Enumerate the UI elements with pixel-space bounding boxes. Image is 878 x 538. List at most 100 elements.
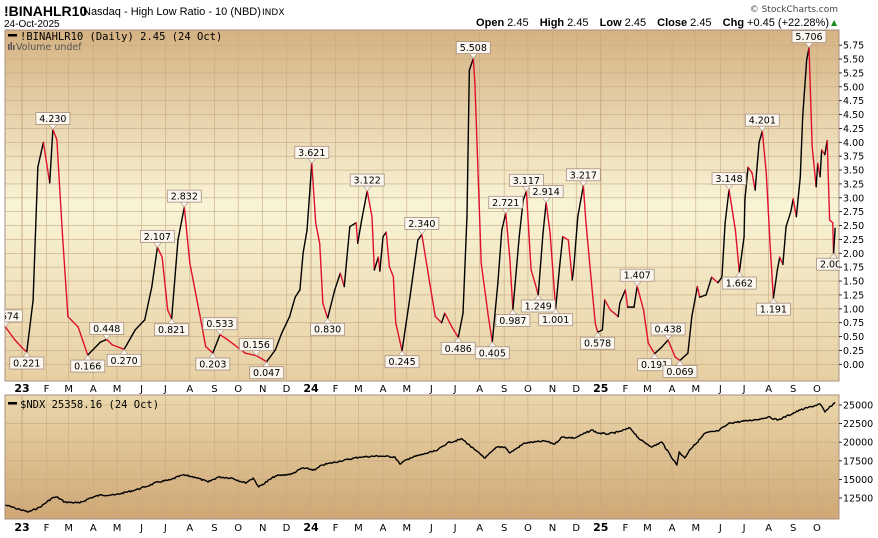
x-tick-label: 23 bbox=[14, 382, 29, 395]
indicator-panel[interactable] bbox=[4, 29, 840, 382]
y-tick-label: 25000 bbox=[843, 401, 873, 412]
rising-segment bbox=[596, 329, 604, 333]
annotation-text: 2.107 bbox=[144, 232, 171, 243]
value-annotation: 2.340 bbox=[404, 217, 440, 235]
x-tick-label: J bbox=[139, 523, 143, 534]
close-value: 2.45 bbox=[690, 17, 711, 29]
x-tick-label: 24 bbox=[303, 382, 319, 395]
rising-segment bbox=[265, 349, 277, 363]
y-tick-label: 4.75 bbox=[843, 96, 864, 107]
x-tick-label: A bbox=[90, 523, 97, 534]
high-label: High bbox=[540, 17, 565, 29]
value-annotation: 2.721 bbox=[488, 195, 524, 214]
rising-segment bbox=[409, 239, 419, 298]
rising-segment bbox=[721, 222, 726, 278]
exchange-label: INDX bbox=[262, 8, 284, 18]
annotation-text: 2.832 bbox=[171, 192, 198, 203]
rising-segment bbox=[691, 285, 699, 318]
falling-segment bbox=[509, 256, 514, 311]
falling-segment bbox=[42, 141, 51, 184]
annotation-box bbox=[384, 355, 420, 369]
value-annotation: 2.001 bbox=[816, 252, 847, 271]
x-tick-label: S bbox=[790, 384, 796, 395]
rising-segment bbox=[466, 69, 471, 218]
annotation-text: 3.117 bbox=[513, 176, 540, 187]
value-annotation: 0.405 bbox=[474, 341, 510, 359]
annotation-box bbox=[488, 195, 524, 209]
annotation-box bbox=[9, 356, 45, 370]
oscillator-line bbox=[5, 46, 836, 363]
annotation-text: 0.047 bbox=[253, 368, 280, 379]
falling-segment bbox=[319, 242, 324, 304]
annotation-text: 4.201 bbox=[749, 116, 776, 127]
rising-segment bbox=[815, 162, 819, 188]
falling-segment bbox=[734, 229, 741, 273]
falling-segment bbox=[710, 276, 719, 284]
annotation-box bbox=[89, 322, 125, 335]
annotation-box bbox=[154, 323, 190, 337]
falling-segment bbox=[530, 269, 536, 284]
value-annotation: 0.674 bbox=[0, 309, 23, 328]
value-annotation: 2.107 bbox=[139, 229, 175, 248]
annotation-text: 2.001 bbox=[820, 260, 847, 271]
falling-segment bbox=[392, 275, 397, 324]
annotation-box bbox=[5, 309, 23, 323]
x-tick-label: A bbox=[669, 523, 676, 534]
rising-segment bbox=[32, 166, 39, 302]
annotation-text: 0.987 bbox=[499, 316, 526, 327]
rising-segment bbox=[542, 201, 547, 235]
falling-segment bbox=[14, 339, 23, 349]
rising-segment bbox=[832, 227, 836, 254]
falling-segment bbox=[562, 235, 570, 241]
annotation-box bbox=[565, 168, 601, 182]
y-tick-label: 0.25 bbox=[843, 346, 864, 357]
x-tick-label: A bbox=[765, 523, 772, 534]
rising-segment bbox=[468, 57, 475, 71]
x-tick-label: M bbox=[643, 384, 652, 395]
rising-segment bbox=[373, 256, 379, 271]
y-tick-label: 12500 bbox=[843, 494, 873, 505]
price-panel[interactable] bbox=[4, 394, 840, 520]
annotation-text: 1.662 bbox=[726, 279, 753, 290]
falling-segment bbox=[56, 138, 64, 235]
annotation-text: 0.405 bbox=[479, 348, 506, 359]
x-tick-label: J bbox=[163, 384, 167, 395]
x-tick-label: D bbox=[572, 523, 580, 534]
annotation-box bbox=[404, 217, 440, 230]
value-annotation: 4.230 bbox=[35, 112, 71, 131]
rising-segment bbox=[170, 239, 179, 320]
rising-segment bbox=[440, 312, 446, 324]
copyright[interactable]: © StockCharts.com bbox=[750, 5, 838, 15]
up-arrow-icon: ▲ bbox=[831, 18, 838, 27]
falling-segment bbox=[609, 309, 619, 318]
annotation-box bbox=[619, 268, 655, 282]
chg-label: Chg bbox=[723, 17, 744, 29]
x-tick-label: A bbox=[186, 384, 193, 395]
volume-bars-icon bbox=[8, 42, 15, 50]
annotation-box bbox=[238, 338, 274, 352]
annotation-text: 0.674 bbox=[0, 311, 19, 322]
rising-segment bbox=[619, 289, 627, 304]
x-tick-label: O bbox=[813, 384, 821, 395]
rising-segment bbox=[756, 141, 760, 171]
price-grid bbox=[5, 395, 839, 519]
falling-segment bbox=[647, 342, 656, 355]
rising-segment bbox=[795, 176, 802, 218]
annotation-box bbox=[70, 359, 106, 373]
y-tick-label: 4.25 bbox=[843, 124, 864, 135]
ndx-price-line bbox=[5, 401, 836, 513]
rising-segment bbox=[785, 210, 792, 228]
rising-segment bbox=[782, 225, 787, 266]
falling-segment bbox=[505, 212, 511, 258]
x-tick-label: M bbox=[354, 523, 363, 534]
annotation-text: 1.249 bbox=[525, 301, 552, 312]
falling-segment bbox=[761, 130, 767, 174]
annotation-text: 1.001 bbox=[542, 315, 569, 326]
x-tick-label: A bbox=[476, 384, 483, 395]
high-value: 2.45 bbox=[567, 17, 588, 29]
annotation-box bbox=[816, 257, 839, 271]
x-tick-label: A bbox=[380, 384, 387, 395]
symbol-name: Nasdaq - High Low Ratio - 10 (NBD) bbox=[83, 6, 261, 18]
y-tick-label: 0.75 bbox=[843, 318, 864, 329]
rising-segment bbox=[349, 222, 357, 228]
